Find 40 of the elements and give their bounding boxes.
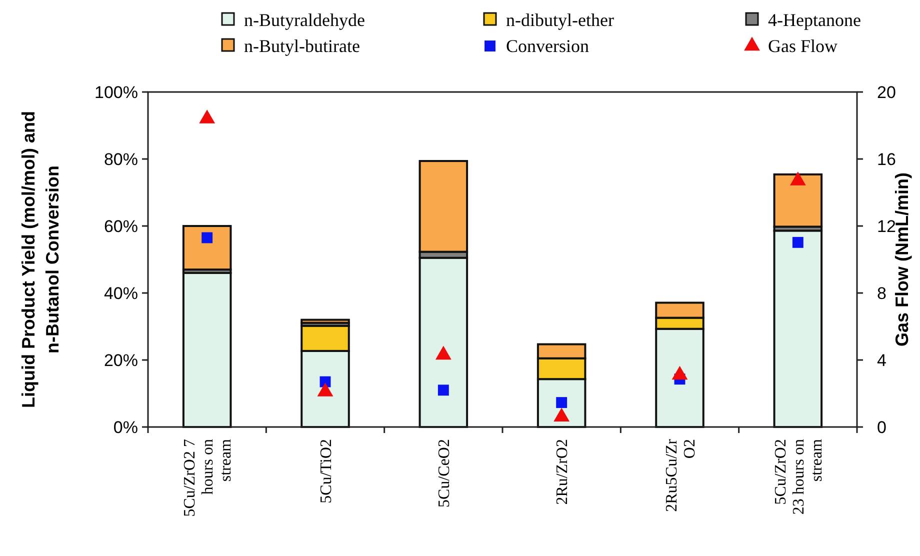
- point: [435, 346, 452, 360]
- bar: [182, 225, 232, 271]
- legend-label: 4-Heptanone: [768, 10, 861, 30]
- bar: [418, 256, 468, 428]
- x-tick-label: 5Cu/ZrO2 7 hours on stream: [182, 438, 235, 517]
- x-tick-label: 2Ru5Cu/Zr O2: [663, 438, 698, 512]
- bar: [773, 230, 823, 428]
- y-tick-label: 40%: [104, 284, 138, 303]
- y2-tick-label: 16: [877, 150, 896, 169]
- point: [672, 366, 688, 380]
- legend-label: n-Butyraldehyde: [244, 10, 365, 30]
- point: [438, 384, 449, 396]
- point: [556, 397, 568, 408]
- y2-tick-label: 8: [877, 284, 886, 303]
- point: [554, 408, 570, 422]
- x-tick-label: 2Ru/ZrO2: [554, 439, 572, 505]
- point: [199, 110, 216, 124]
- bar: [773, 173, 823, 228]
- y-tick-label: 100%: [94, 82, 138, 102]
- point: [792, 236, 804, 248]
- bar: [300, 318, 350, 324]
- y-tick-label: 20%: [104, 350, 138, 370]
- y2-tick-label: 20: [877, 82, 896, 102]
- y-tick-label: 0%: [113, 418, 138, 437]
- y2-tick-label: 4: [877, 350, 886, 370]
- y-axis-title: Liquid Product Yield (mol/mol) and n-Butanol Conversion: [18, 111, 62, 408]
- legend-label: Gas Flow: [768, 36, 838, 56]
- x-tick-label: 5Cu/TiO2: [318, 439, 335, 504]
- y-tick-label: 80%: [104, 150, 138, 169]
- legend-label: Conversion: [506, 36, 589, 56]
- x-tick-label: 5Cu/ZrO2 23 hours on stream: [772, 438, 826, 515]
- point: [790, 172, 806, 186]
- legend-label: n-Butyl-butirate: [244, 36, 360, 56]
- legend-label: n-dibutyl-ether: [506, 10, 614, 30]
- point: [202, 232, 213, 244]
- y-tick-label: 60%: [104, 216, 138, 236]
- point: [317, 382, 334, 396]
- y2-tick-label: 0: [877, 418, 886, 437]
- x-tick-label: 5Cu/CeO2: [436, 439, 454, 508]
- bar: [182, 272, 232, 428]
